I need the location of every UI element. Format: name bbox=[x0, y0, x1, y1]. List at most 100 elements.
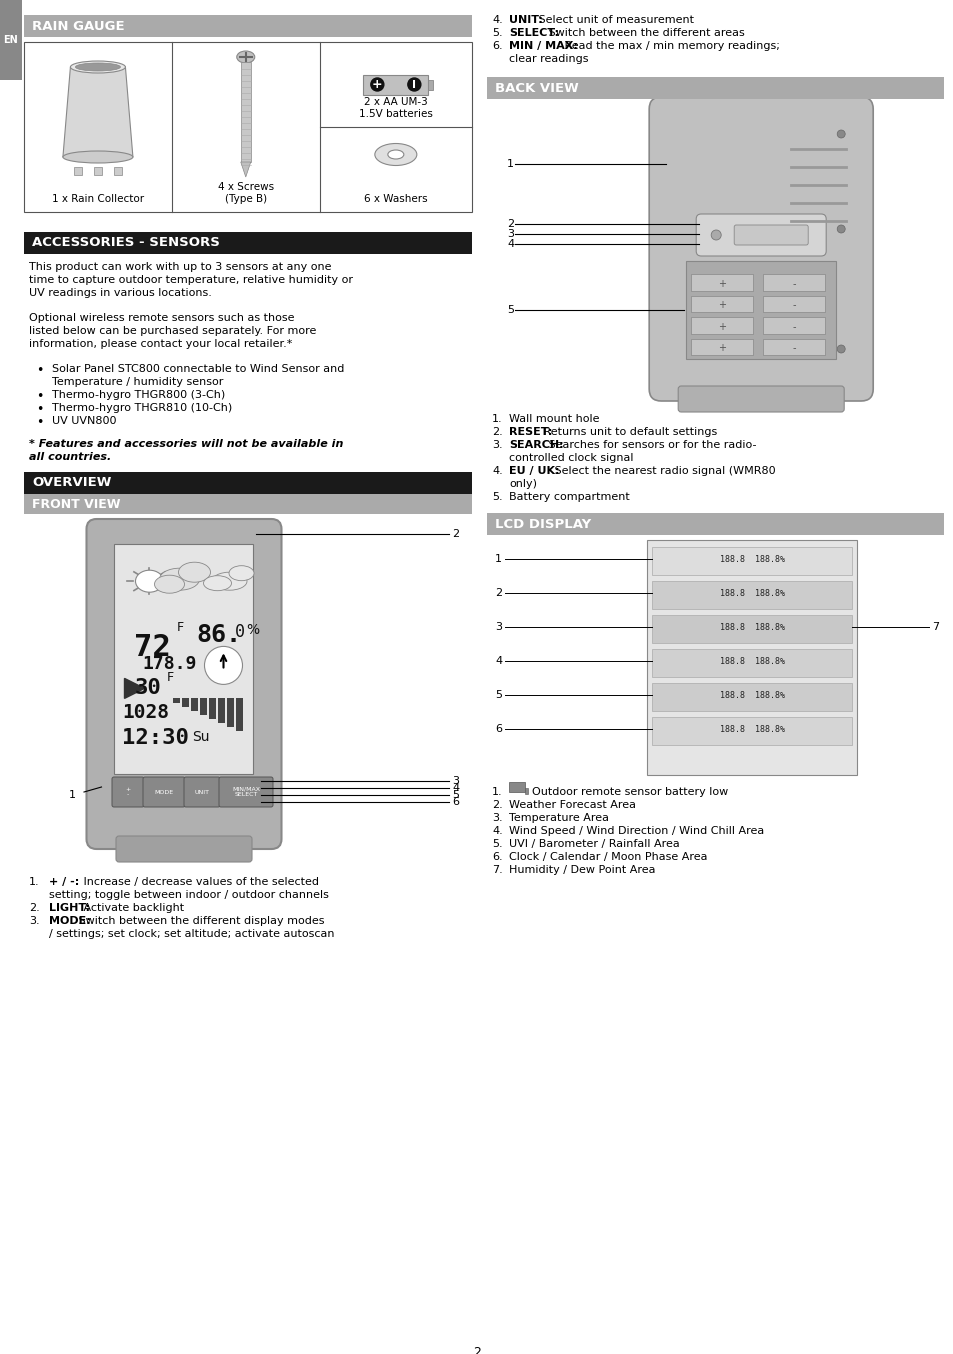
Text: time to capture outdoor temperature, relative humidity or: time to capture outdoor temperature, rel… bbox=[29, 275, 353, 284]
Text: 4.: 4. bbox=[492, 826, 502, 835]
Text: information, please contact your local retailer.*: information, please contact your local r… bbox=[29, 338, 292, 349]
Bar bbox=[236, 699, 243, 731]
Text: 6 x Washers: 6 x Washers bbox=[364, 194, 427, 204]
Ellipse shape bbox=[408, 79, 420, 91]
Bar bbox=[652, 682, 851, 711]
FancyBboxPatch shape bbox=[184, 777, 220, 807]
Ellipse shape bbox=[75, 64, 120, 70]
Text: 3.: 3. bbox=[492, 812, 502, 823]
Text: Switch between the different display modes: Switch between the different display mod… bbox=[75, 917, 324, 926]
FancyBboxPatch shape bbox=[112, 777, 144, 807]
Ellipse shape bbox=[203, 575, 232, 590]
Text: 1: 1 bbox=[506, 158, 514, 169]
Text: 178.9: 178.9 bbox=[142, 655, 196, 673]
Text: Battery compartment: Battery compartment bbox=[509, 492, 629, 502]
Text: EN: EN bbox=[4, 35, 18, 45]
Text: +: + bbox=[718, 322, 725, 332]
Text: Select the nearest radio signal (WMR80: Select the nearest radio signal (WMR80 bbox=[550, 466, 775, 477]
Text: -: - bbox=[792, 301, 795, 310]
Bar bbox=[182, 699, 190, 707]
Text: Solar Panel STC800 connectable to Wind Sensor and: Solar Panel STC800 connectable to Wind S… bbox=[52, 364, 344, 374]
Text: 1.: 1. bbox=[492, 414, 502, 424]
Text: Clock / Calendar / Moon Phase Area: Clock / Calendar / Moon Phase Area bbox=[509, 852, 707, 862]
Text: 86.: 86. bbox=[196, 623, 241, 647]
Bar bbox=[685, 261, 836, 359]
Bar bbox=[691, 274, 753, 291]
Text: Thermo-hygro THGR810 (10-Ch): Thermo-hygro THGR810 (10-Ch) bbox=[52, 403, 232, 413]
Text: 6.: 6. bbox=[492, 852, 502, 862]
Text: 1028: 1028 bbox=[122, 703, 170, 723]
Text: -: - bbox=[792, 322, 795, 332]
Text: 188.8  188.8%: 188.8 188.8% bbox=[719, 555, 783, 565]
Text: / settings; set clock; set altitude; activate autoscan: / settings; set clock; set altitude; act… bbox=[49, 929, 335, 940]
Bar bbox=[762, 338, 824, 355]
Bar bbox=[24, 42, 472, 213]
Text: 188.8  188.8%: 188.8 188.8% bbox=[719, 623, 783, 632]
Text: Temperature Area: Temperature Area bbox=[509, 812, 608, 823]
Bar bbox=[762, 295, 824, 311]
Ellipse shape bbox=[159, 569, 199, 590]
Text: LIGHT:: LIGHT: bbox=[49, 903, 90, 913]
Ellipse shape bbox=[71, 61, 125, 73]
Text: 2: 2 bbox=[473, 1346, 480, 1354]
Bar bbox=[428, 80, 433, 89]
FancyBboxPatch shape bbox=[678, 386, 843, 412]
Text: OVERVIEW: OVERVIEW bbox=[32, 477, 112, 490]
Text: LCD DISPLAY: LCD DISPLAY bbox=[495, 517, 591, 531]
FancyBboxPatch shape bbox=[143, 777, 185, 807]
Text: Activate backlight: Activate backlight bbox=[80, 903, 184, 913]
Text: 3.: 3. bbox=[492, 440, 502, 450]
Ellipse shape bbox=[375, 144, 416, 165]
Text: 2.: 2. bbox=[492, 800, 502, 810]
Bar bbox=[173, 699, 180, 703]
Text: RESET:: RESET: bbox=[509, 427, 552, 437]
Bar bbox=[509, 783, 524, 792]
Text: +: + bbox=[372, 79, 382, 91]
Text: 2.: 2. bbox=[492, 427, 502, 437]
Text: +
-: + - bbox=[125, 787, 131, 798]
Text: UV readings in various locations.: UV readings in various locations. bbox=[29, 288, 212, 298]
Text: controlled clock signal: controlled clock signal bbox=[509, 454, 633, 463]
Text: only): only) bbox=[509, 479, 537, 489]
Text: Switch between the different areas: Switch between the different areas bbox=[545, 28, 744, 38]
Bar bbox=[218, 699, 225, 723]
Polygon shape bbox=[240, 162, 251, 177]
Text: 2: 2 bbox=[495, 588, 501, 598]
Text: 3: 3 bbox=[495, 621, 501, 632]
Text: Temperature / humidity sensor: Temperature / humidity sensor bbox=[52, 376, 223, 387]
Bar bbox=[652, 581, 851, 609]
Text: 4: 4 bbox=[495, 655, 501, 666]
Bar bbox=[24, 494, 472, 515]
Text: 30: 30 bbox=[134, 678, 161, 699]
Text: +: + bbox=[718, 344, 725, 353]
Text: 5.: 5. bbox=[492, 839, 502, 849]
Text: SELECT:: SELECT: bbox=[509, 28, 558, 38]
Text: 2 x AA UM-3
1.5V batteries: 2 x AA UM-3 1.5V batteries bbox=[358, 97, 433, 119]
Text: 5: 5 bbox=[495, 691, 501, 700]
Text: UV UVN800: UV UVN800 bbox=[52, 416, 116, 427]
Text: This product can work with up to 3 sensors at any one: This product can work with up to 3 senso… bbox=[29, 263, 331, 272]
Ellipse shape bbox=[371, 79, 383, 91]
Bar bbox=[113, 167, 122, 175]
Bar bbox=[114, 544, 253, 774]
Text: clear readings: clear readings bbox=[509, 54, 588, 64]
Text: +: + bbox=[718, 279, 725, 288]
FancyBboxPatch shape bbox=[734, 225, 807, 245]
Bar bbox=[24, 15, 472, 37]
Text: MIN/MAX
SELECT: MIN/MAX SELECT bbox=[232, 787, 260, 798]
Ellipse shape bbox=[388, 150, 403, 158]
Text: -: - bbox=[792, 279, 795, 288]
Text: •: • bbox=[36, 390, 43, 403]
Ellipse shape bbox=[212, 573, 247, 590]
Text: 4: 4 bbox=[452, 783, 458, 793]
Text: MIN / MAX:: MIN / MAX: bbox=[509, 41, 578, 51]
Bar bbox=[93, 167, 102, 175]
Text: 6: 6 bbox=[495, 724, 501, 734]
Text: Weather Forecast Area: Weather Forecast Area bbox=[509, 800, 636, 810]
Bar bbox=[652, 649, 851, 677]
Text: 3.: 3. bbox=[29, 917, 40, 926]
Ellipse shape bbox=[135, 570, 163, 592]
Text: Wind Speed / Wind Direction / Wind Chill Area: Wind Speed / Wind Direction / Wind Chill… bbox=[509, 826, 763, 835]
Text: FRONT VIEW: FRONT VIEW bbox=[32, 497, 120, 510]
Bar bbox=[691, 317, 753, 333]
